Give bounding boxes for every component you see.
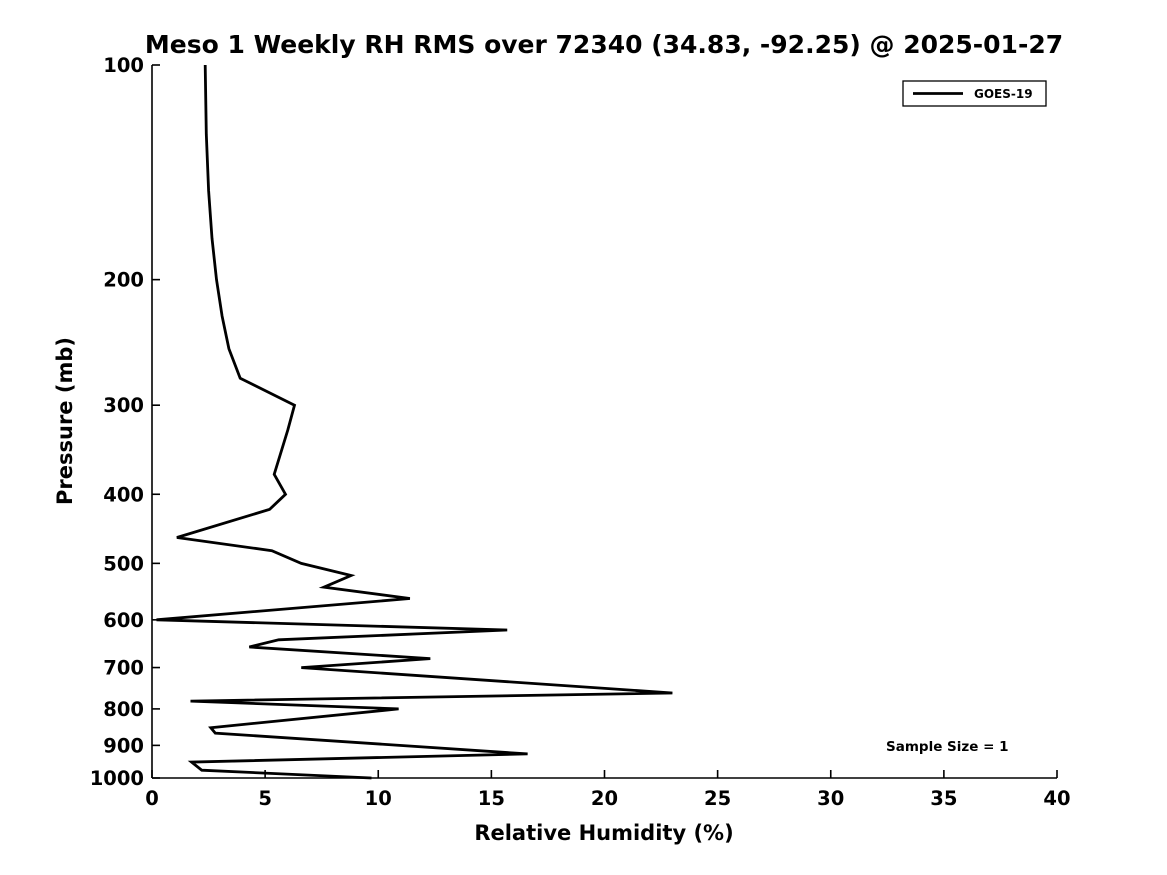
data-series-group — [156, 64, 673, 780]
sample-size-annotation: Sample Size = 1 — [886, 739, 1009, 755]
x-tick-label: 25 — [704, 787, 731, 810]
y-tick-label: 900 — [103, 734, 144, 757]
y-tick-label: 300 — [103, 394, 144, 417]
y-tick-label: 500 — [103, 552, 144, 575]
x-tick-label: 40 — [1043, 787, 1070, 810]
x-tick-label: 20 — [591, 787, 618, 810]
x-tick-label: 0 — [145, 787, 159, 810]
x-tick-label: 10 — [365, 787, 392, 810]
y-tick-label: 200 — [103, 269, 144, 292]
y-axis-label: Pressure (mb) — [53, 337, 77, 505]
x-tick-label: 5 — [258, 787, 272, 810]
y-tick-label: 400 — [103, 483, 144, 506]
y-tick-label: 700 — [103, 657, 144, 680]
y-tick-label: 800 — [103, 698, 144, 721]
x-axis-label: Relative Humidity (%) — [474, 821, 733, 845]
y-tick-label: 1000 — [90, 767, 144, 790]
x-tick-label: 35 — [930, 787, 957, 810]
y-tick-label: 600 — [103, 609, 144, 632]
y-tick-label: 100 — [103, 54, 144, 77]
chart-title: Meso 1 Weekly RH RMS over 72340 (34.83, … — [145, 30, 1063, 59]
legend: GOES-19 — [902, 80, 1047, 107]
x-tick-label: 15 — [478, 787, 505, 810]
legend-label: GOES-19 — [974, 87, 1033, 101]
x-tick-label: 30 — [817, 787, 844, 810]
series-line-goes-19 — [156, 64, 673, 780]
